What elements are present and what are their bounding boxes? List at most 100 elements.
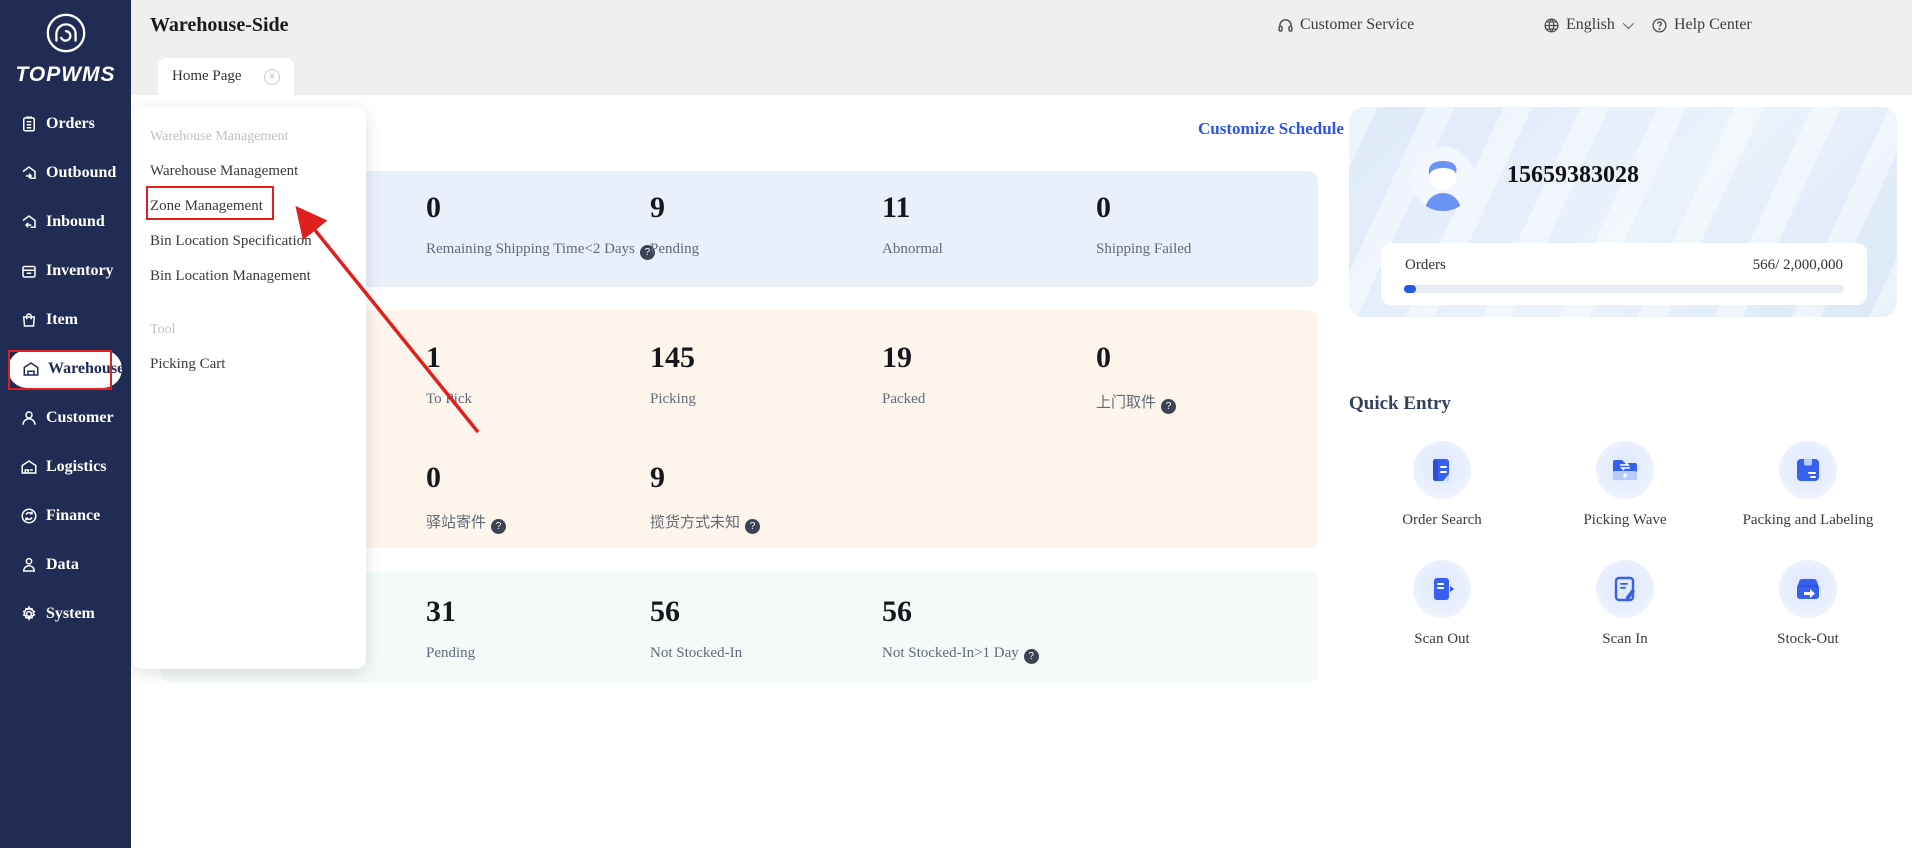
menu-item-zone-management[interactable]: Zone Management	[150, 198, 263, 214]
menu-item-bin-location-specification[interactable]: Bin Location Specification	[150, 233, 312, 249]
stat-abnormal[interactable]: 11 Abnormal	[882, 193, 1107, 258]
headset-icon	[1278, 18, 1293, 32]
profile-card: 15659383028 Orders 566/ 2,000,000	[1349, 107, 1897, 317]
brand-name: TOPWMS	[15, 63, 116, 86]
quick-entry-title: Quick Entry	[1349, 393, 1451, 414]
note-pencil-icon	[1596, 560, 1654, 618]
stat-value: 0	[426, 461, 441, 494]
avatar-face-icon	[1411, 147, 1475, 211]
stat-packed[interactable]: 19 Packed	[882, 343, 1107, 408]
quick-entry-label: Packing and Labeling	[1742, 512, 1874, 528]
sidebar-item-warehouse[interactable]: Warehouse	[8, 350, 124, 388]
stat-station-shipment[interactable]: 0 驿站寄件	[426, 463, 651, 534]
stat-pending-shipping[interactable]: 9 Pending	[650, 193, 875, 258]
orders-quota-card: Orders 566/ 2,000,000	[1381, 243, 1867, 305]
help-icon[interactable]	[491, 519, 507, 534]
sidebar-item-label: Outbound	[46, 164, 117, 181]
stat-not-stocked-in-1day[interactable]: 56 Not Stocked-In>1 Day	[882, 597, 1107, 664]
menu-item-warehouse-management[interactable]: Warehouse Management	[150, 163, 299, 179]
stat-picking[interactable]: 145 Picking	[650, 343, 875, 408]
help-center-button[interactable]: Help Center	[1651, 16, 1752, 34]
quick-entry-order-search[interactable]: Order Search	[1367, 441, 1517, 530]
sidebar-item-label: Logistics	[46, 458, 107, 475]
sidebar-item-outbound[interactable]: Outbound	[0, 154, 131, 192]
menu-item-bin-location-management[interactable]: Bin Location Management	[150, 268, 311, 284]
orders-value: 566/ 2,000,000	[1752, 257, 1843, 273]
stat-not-stocked-in[interactable]: 56 Not Stocked-In	[650, 597, 875, 662]
stat-value: 9	[650, 461, 665, 494]
sidebar-item-item[interactable]: Item	[0, 301, 131, 339]
warehouse-icon	[22, 360, 40, 378]
stat-label: Picking	[650, 391, 696, 407]
folder-transfer-icon	[1596, 441, 1654, 499]
tab-label: Home Page	[172, 68, 242, 84]
stat-label: 驿站寄件	[426, 515, 487, 531]
gear-icon	[20, 605, 38, 623]
language-selector[interactable]: English	[1543, 16, 1634, 34]
quick-entry-scan-in[interactable]: Scan In	[1550, 560, 1700, 649]
tab-home-page[interactable]: Home Page	[158, 58, 294, 95]
quick-entry-picking-wave[interactable]: Picking Wave	[1550, 441, 1700, 530]
customer-service-button[interactable]: Customer Service	[1277, 16, 1414, 34]
orders-label: Orders	[1405, 257, 1446, 273]
box-arrow-icon	[1779, 560, 1837, 618]
sidebar-item-system[interactable]: System	[0, 595, 131, 633]
sidebar-item-finance[interactable]: Finance	[0, 497, 131, 535]
sidebar-item-inbound[interactable]: Inbound	[0, 203, 131, 241]
stat-door-pickup[interactable]: 0 上门取件	[1096, 343, 1321, 414]
stat-label: To Pick	[426, 391, 473, 407]
stat-pickup-unknown[interactable]: 9 揽货方式未知	[650, 463, 875, 534]
help-center-label: Help Center	[1674, 16, 1752, 33]
help-icon[interactable]	[745, 519, 761, 534]
stat-value: 0	[426, 191, 441, 224]
stat-label: Not Stocked-In	[650, 645, 743, 661]
stat-label: Abnormal	[882, 241, 943, 257]
stat-value: 56	[882, 595, 912, 628]
quick-entry-label: Picking Wave	[1583, 512, 1667, 528]
stat-label: Pending	[426, 645, 476, 661]
stat-label: Not Stocked-In>1 Day	[882, 645, 1019, 661]
stat-value: 0	[1096, 341, 1111, 374]
customize-schedule-link[interactable]: Customize Schedule	[1198, 119, 1344, 138]
house-arrow-out-icon	[20, 164, 38, 182]
stat-label: Shipping Failed	[1096, 241, 1192, 257]
help-icon[interactable]	[639, 245, 655, 260]
parcel-icon	[1779, 441, 1837, 499]
top-bar: Warehouse-Side Customer Service English …	[131, 0, 1912, 55]
sidebar-item-data[interactable]: Data	[0, 546, 131, 584]
warehouse-flyout-menu: Warehouse Management Warehouse Managemen…	[132, 107, 366, 669]
house-arrow-in-icon	[20, 213, 38, 231]
sidebar-item-orders[interactable]: Orders	[0, 105, 131, 143]
quick-entry-stock-out[interactable]: Stock-Out	[1733, 560, 1883, 649]
quick-entry-packing-labeling[interactable]: Packing and Labeling	[1733, 441, 1883, 530]
stat-remaining-shipping[interactable]: 0 Remaining Shipping Time<2 Days	[426, 191, 655, 260]
sidebar-item-label: Data	[46, 556, 79, 573]
stat-value: 9	[650, 191, 665, 224]
person-icon	[20, 409, 38, 427]
menu-group-tool: Tool	[150, 322, 176, 337]
tab-close-icon[interactable]	[264, 68, 280, 85]
quick-entry-scan-out[interactable]: Scan Out	[1367, 560, 1517, 649]
coin-sync-icon	[20, 507, 38, 525]
question-circle-icon	[1652, 17, 1667, 33]
sidebar: TOPWMS Orders Outbound Inbound Inventory…	[0, 0, 131, 848]
stat-label: 上门取件	[1096, 395, 1157, 411]
sidebar-item-customer[interactable]: Customer	[0, 399, 131, 437]
help-icon[interactable]	[1023, 649, 1039, 664]
brand-logo: TOPWMS	[0, 10, 131, 87]
stat-inbound-pending[interactable]: 31 Pending	[426, 597, 651, 662]
sidebar-item-inventory[interactable]: Inventory	[0, 252, 131, 290]
customer-service-label: Customer Service	[1300, 16, 1415, 33]
clipboard-icon	[20, 115, 38, 133]
sidebar-item-logistics[interactable]: Logistics	[0, 448, 131, 486]
box-icon	[20, 262, 38, 280]
stat-to-pick[interactable]: 1 To Pick	[426, 343, 651, 408]
menu-item-picking-cart[interactable]: Picking Cart	[150, 356, 226, 372]
language-label: English	[1566, 16, 1615, 33]
stat-value: 31	[426, 595, 456, 628]
help-icon[interactable]	[1161, 399, 1177, 414]
stat-shipping-failed[interactable]: 0 Shipping Failed	[1096, 193, 1321, 258]
sidebar-item-label: System	[46, 605, 95, 622]
person-data-icon	[20, 556, 38, 574]
